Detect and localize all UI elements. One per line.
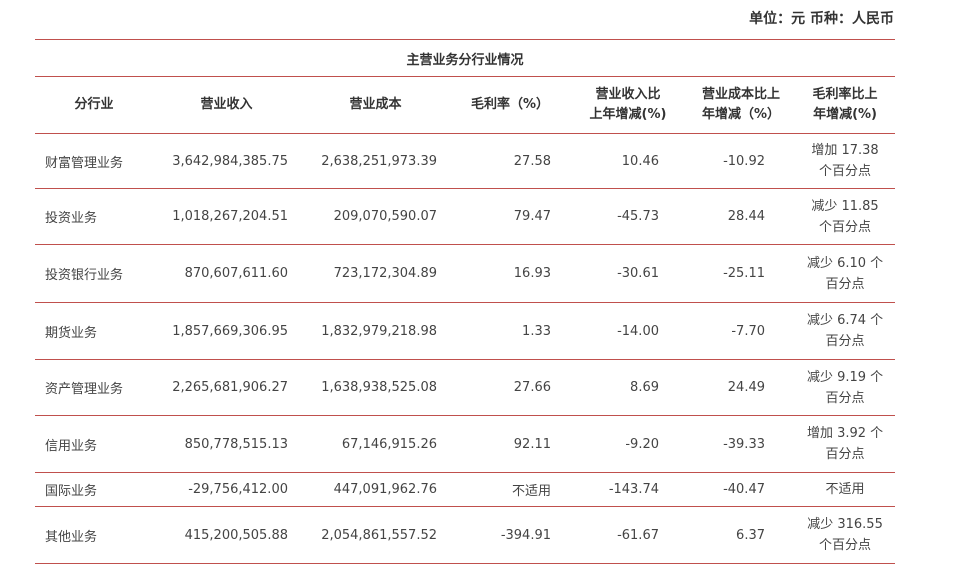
cell-revenue-change: 8.69 <box>569 359 687 416</box>
cell-revenue-change: -61.67 <box>569 506 687 564</box>
header-margin-change: 毛利率比上 年增减(%) <box>795 76 896 134</box>
cell-revenue: 1,857,669,306.95 <box>153 302 300 360</box>
cell-gross-margin: 不适用 <box>451 472 569 507</box>
cell-industry: 投资银行业务 <box>35 244 153 303</box>
table-row: 财富管理业务 3,642,984,385.75 2,638,251,973.39 27… <box>35 133 896 189</box>
cell-cost-change: 28.44 <box>687 188 795 245</box>
cell-revenue: 1,018,267,204.51 <box>153 188 300 245</box>
header-revenue-change: 营业收入比 上年增减(%) <box>569 76 687 134</box>
cell-margin-change: 减少 6.10 个百分点 <box>795 244 896 303</box>
header-gross-margin: 毛利率（%） <box>451 76 569 134</box>
cell-cost: 1,638,938,525.08 <box>300 359 451 416</box>
cell-margin-change: 增加 17.38 个百分点 <box>795 133 896 189</box>
cell-gross-margin: 27.58 <box>451 133 569 189</box>
cell-gross-margin: -394.91 <box>451 506 569 564</box>
cell-gross-margin: 27.66 <box>451 359 569 416</box>
table-row: 投资业务 1,018,267,204.51 209,070,590.07 79.47-… <box>35 188 896 245</box>
header-cost-change: 营业成本比上 年增减（%） <box>687 76 795 134</box>
table-row: 资产管理业务 2,265,681,906.27 1,638,938,525.08 27… <box>35 359 896 416</box>
header-industry: 分行业 <box>35 76 153 134</box>
header-revenue: 营业收入 <box>153 76 300 134</box>
table-row: 期货业务 1,857,669,306.95 1,832,979,218.98 1.33… <box>35 302 896 360</box>
cell-cost-change: -10.92 <box>687 133 795 189</box>
cell-margin-change: 不适用 <box>795 472 896 507</box>
cell-margin-change: 减少 316.55 个百分点 <box>795 506 896 564</box>
cell-revenue-change: -14.00 <box>569 302 687 360</box>
cell-industry: 资产管理业务 <box>35 359 153 416</box>
cell-margin-change: 增加 3.92 个百分点 <box>795 415 896 473</box>
cell-revenue-change: -30.61 <box>569 244 687 303</box>
cell-margin-change: 减少 9.19 个百分点 <box>795 359 896 416</box>
cell-cost-change: 24.49 <box>687 359 795 416</box>
table-row: 国际业务 -29,756,412.00 447,091,962.76 不适用 -143.… <box>35 472 896 507</box>
table-row: 信用业务 850,778,515.13 67,146,915.26 92.11 -9.2… <box>35 415 896 473</box>
cell-cost: 67,146,915.26 <box>300 415 451 473</box>
cell-gross-margin: 79.47 <box>451 188 569 245</box>
unit-currency-note: 单位：元 币种：人民币 <box>749 11 894 27</box>
table-row: 投资银行业务 870,607,611.60 723,172,304.89 16.93-… <box>35 244 896 303</box>
cell-gross-margin: 1.33 <box>451 302 569 360</box>
cell-industry: 信用业务 <box>35 415 153 473</box>
cell-revenue: -29,756,412.00 <box>153 472 300 507</box>
cell-cost-change: -25.11 <box>687 244 795 303</box>
cell-gross-margin: 16.93 <box>451 244 569 303</box>
table-title-row: 主营业务分行业情况 <box>35 39 896 77</box>
header-cost: 营业成本 <box>300 76 451 134</box>
cell-industry: 其他业务 <box>35 506 153 564</box>
cell-revenue-change: -9.20 <box>569 415 687 473</box>
cell-cost: 2,638,251,973.39 <box>300 133 451 189</box>
cell-industry: 财富管理业务 <box>35 133 153 189</box>
cell-revenue: 415,200,505.88 <box>153 506 300 564</box>
cell-cost-change: -39.33 <box>687 415 795 473</box>
cell-revenue: 2,265,681,906.27 <box>153 359 300 416</box>
cell-revenue-change: -143.74 <box>569 472 687 507</box>
cell-cost: 209,070,590.07 <box>300 188 451 245</box>
cell-revenue-change: -45.73 <box>569 188 687 245</box>
cell-gross-margin: 92.11 <box>451 415 569 473</box>
cell-industry: 国际业务 <box>35 472 153 507</box>
table-header-row: 分行业 营业收入 营业成本 毛利率（%） 营业收入比 上年增减(%) 营业成本比上… <box>35 76 896 134</box>
cell-revenue: 3,642,984,385.75 <box>153 133 300 189</box>
table-title: 主营业务分行业情况 <box>35 39 896 77</box>
cell-cost: 723,172,304.89 <box>300 244 451 303</box>
cell-cost-change: 6.37 <box>687 506 795 564</box>
cell-industry: 投资业务 <box>35 188 153 245</box>
cell-cost: 1,832,979,218.98 <box>300 302 451 360</box>
cell-industry: 期货业务 <box>35 302 153 360</box>
table-row: 其他业务 415,200,505.88 2,054,861,557.52 -394.9… <box>35 506 896 564</box>
cell-cost-change: -40.47 <box>687 472 795 507</box>
cell-cost: 447,091,962.76 <box>300 472 451 507</box>
cell-margin-change: 减少 6.74 个百分点 <box>795 302 896 360</box>
cell-revenue: 850,778,515.13 <box>153 415 300 473</box>
cell-revenue-change: 10.46 <box>569 133 687 189</box>
cell-revenue: 870,607,611.60 <box>153 244 300 303</box>
cell-cost-change: -7.70 <box>687 302 795 360</box>
industry-revenue-table: 主营业务分行业情况 分行业 营业收入 营业成本 毛利率（%） 营业收入比 上年增减… <box>35 39 896 564</box>
cell-cost: 2,054,861,557.52 <box>300 506 451 564</box>
cell-margin-change: 减少 11.85 个百分点 <box>795 188 896 245</box>
table-body: 财富管理业务 3,642,984,385.75 2,638,251,973.39 27… <box>35 133 896 564</box>
